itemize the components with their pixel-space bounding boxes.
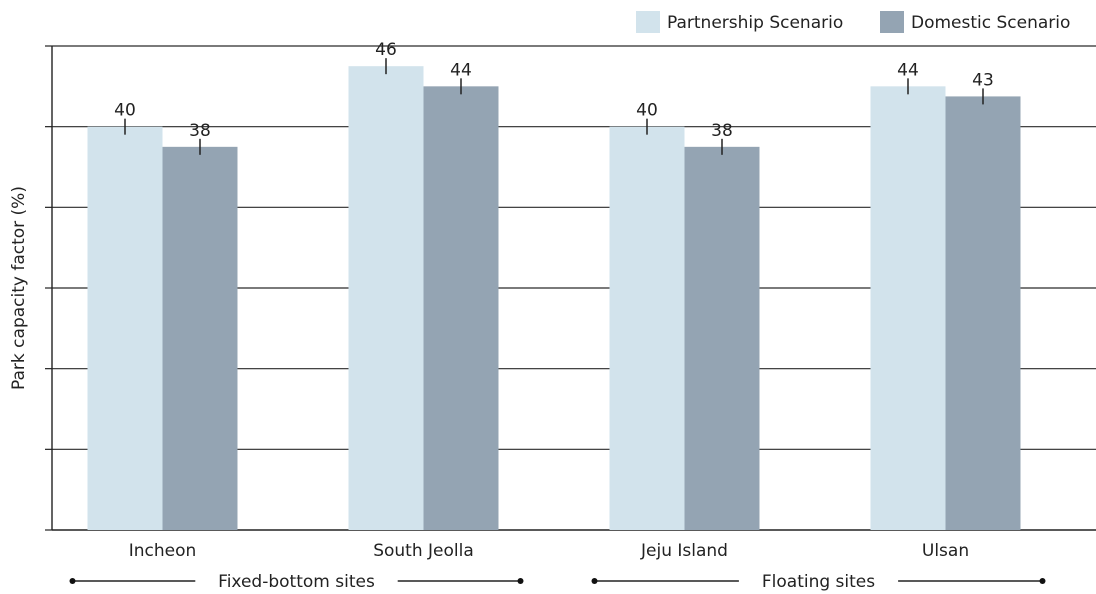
- bar-partnership: [87, 126, 163, 531]
- group-endpoint: [69, 578, 76, 584]
- value-label: 40: [636, 101, 658, 121]
- bar-partnership: [609, 126, 685, 531]
- bar-partnership: [348, 66, 424, 531]
- bar-domestic: [945, 96, 1021, 531]
- y-axis-label: Park capacity factor (%): [9, 186, 29, 390]
- x-tick-label: Incheon: [129, 541, 197, 561]
- value-label: 38: [711, 121, 733, 141]
- group-brackets: Fixed-bottom sites Floating sites: [69, 572, 1046, 592]
- value-label: 40: [114, 101, 136, 121]
- legend: Partnership Scenario Domestic Scenario: [636, 11, 1070, 33]
- group-endpoint: [517, 578, 524, 584]
- group-endpoint: [591, 578, 598, 584]
- value-label: 46: [375, 40, 397, 60]
- value-labels: 40 38 46 44 40 38 44 43: [114, 40, 994, 141]
- bar-domestic: [684, 146, 760, 531]
- x-tick-label: South Jeolla: [373, 541, 474, 561]
- value-label: 44: [897, 60, 919, 80]
- group-label: Floating sites: [762, 572, 875, 592]
- group-endpoint: [1039, 578, 1046, 584]
- bars: [87, 66, 1021, 531]
- legend-swatch: [880, 11, 904, 33]
- x-tick-labels: Incheon South Jeolla Jeju Island Ulsan: [129, 541, 969, 561]
- value-label: 38: [189, 121, 211, 141]
- value-label: 43: [972, 70, 994, 90]
- error-ticks: [124, 58, 984, 155]
- x-tick-label: Ulsan: [922, 541, 969, 561]
- group-label: Fixed-bottom sites: [218, 572, 375, 592]
- bar-partnership: [870, 86, 946, 530]
- x-tick-label: Jeju Island: [640, 541, 728, 561]
- bar-domestic: [162, 146, 238, 531]
- legend-label: Partnership Scenario: [667, 13, 843, 33]
- bar-domestic: [423, 86, 499, 530]
- value-label: 44: [450, 60, 472, 80]
- legend-swatch: [636, 11, 660, 33]
- legend-label: Domestic Scenario: [911, 13, 1070, 33]
